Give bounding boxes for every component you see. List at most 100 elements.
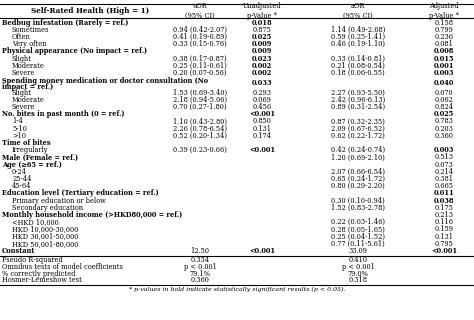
- Text: 0.116: 0.116: [435, 218, 454, 226]
- Text: 0.293: 0.293: [253, 89, 272, 97]
- Text: 0.381: 0.381: [435, 175, 454, 183]
- Text: Severe: Severe: [12, 103, 36, 111]
- Text: 0.25 (0.11-0.61): 0.25 (0.11-0.61): [173, 62, 227, 70]
- Text: 0.070: 0.070: [435, 89, 453, 97]
- Text: 0.011: 0.011: [434, 189, 455, 197]
- Text: Adjusted
p-Value *: Adjusted p-Value *: [429, 2, 459, 20]
- Text: 0.214: 0.214: [435, 168, 454, 176]
- Text: Moderate: Moderate: [12, 96, 45, 104]
- Text: 0.28 (0.05-1.65): 0.28 (0.05-1.65): [331, 225, 385, 233]
- Text: p < 0.001: p < 0.001: [342, 263, 374, 271]
- Text: 0.59 (0.25-1.41): 0.59 (0.25-1.41): [331, 33, 385, 41]
- Text: 0.008: 0.008: [434, 47, 454, 55]
- Text: Secondary education: Secondary education: [12, 204, 83, 212]
- Text: 0.89 (0.31-2.54): 0.89 (0.31-2.54): [331, 103, 385, 111]
- Text: % correctly predicted: % correctly predicted: [2, 269, 75, 277]
- Text: Omnibus tests of model coefficients: Omnibus tests of model coefficients: [2, 263, 123, 271]
- Text: Sometimes: Sometimes: [12, 26, 49, 34]
- Text: 0.038: 0.038: [434, 196, 454, 204]
- Text: 0.33 (0.14-0.81): 0.33 (0.14-0.81): [331, 55, 385, 63]
- Text: 0.081: 0.081: [435, 40, 454, 48]
- Text: Time of bites: Time of bites: [2, 139, 51, 147]
- Text: 1.52 (0.83-2.78): 1.52 (0.83-2.78): [331, 204, 385, 212]
- Text: HKD 10,000-30,000: HKD 10,000-30,000: [12, 225, 78, 233]
- Text: aOR
(95% CI): aOR (95% CI): [343, 2, 373, 20]
- Text: 79.0%: 79.0%: [347, 269, 368, 277]
- Text: Self-Rated Health (High = 1): Self-Rated Health (High = 1): [31, 7, 149, 15]
- Text: 2.09 (0.67-6.52): 2.09 (0.67-6.52): [331, 124, 385, 132]
- Text: Very often: Very often: [12, 40, 46, 48]
- Text: p < 0.001: p < 0.001: [183, 263, 217, 271]
- Text: 0.318: 0.318: [348, 276, 367, 284]
- Text: 0.069: 0.069: [253, 96, 272, 104]
- Text: Often: Often: [12, 33, 31, 41]
- Text: 0.062: 0.062: [435, 96, 454, 104]
- Text: 0.131: 0.131: [435, 233, 454, 241]
- Text: 0.80 (0.29-2.20): 0.80 (0.29-2.20): [331, 182, 385, 190]
- Text: 79.1%: 79.1%: [190, 269, 210, 277]
- Text: 0.33 (0.15-0.76): 0.33 (0.15-0.76): [173, 40, 227, 48]
- Text: 1-4: 1-4: [12, 117, 23, 125]
- Text: No. bites in past month (0 = ref.): No. bites in past month (0 = ref.): [2, 110, 125, 118]
- Text: 0.009: 0.009: [252, 47, 272, 55]
- Text: Bedbug infestation (Rarely = ref.): Bedbug infestation (Rarely = ref.): [2, 19, 128, 27]
- Text: Unadjusted
p-Value *: Unadjusted p-Value *: [243, 2, 281, 20]
- Text: Primary education or below: Primary education or below: [12, 196, 106, 204]
- Text: 0.20 (0.07-0.56): 0.20 (0.07-0.56): [173, 69, 227, 77]
- Text: 0.025: 0.025: [434, 110, 454, 118]
- Text: 0.65 (0.24-1.72): 0.65 (0.24-1.72): [331, 175, 385, 183]
- Text: 0.213: 0.213: [435, 211, 454, 219]
- Text: 0.018: 0.018: [252, 19, 272, 27]
- Text: Severe: Severe: [12, 69, 36, 77]
- Text: 1.53 (0.69-3.40): 1.53 (0.69-3.40): [173, 89, 227, 97]
- Text: 2.42 (0.96-6.13): 2.42 (0.96-6.13): [331, 96, 385, 104]
- Text: <0.001: <0.001: [249, 110, 275, 118]
- Text: Pseudo R-squared: Pseudo R-squared: [2, 256, 63, 264]
- Text: 0.25 (0.04-1.52): 0.25 (0.04-1.52): [331, 233, 385, 241]
- Text: 0.62 (0.22-1.72): 0.62 (0.22-1.72): [331, 132, 385, 140]
- Text: <0.001: <0.001: [431, 247, 457, 255]
- Text: 0.41 (0.19-0.89): 0.41 (0.19-0.89): [173, 33, 227, 41]
- Text: 0.94 (0.42-2.07): 0.94 (0.42-2.07): [173, 26, 227, 34]
- Text: 0.002: 0.002: [252, 62, 272, 70]
- Text: 0.203: 0.203: [435, 124, 454, 132]
- Text: 0-24: 0-24: [12, 168, 27, 176]
- Text: 0.21 (0.08-0.54): 0.21 (0.08-0.54): [331, 62, 385, 70]
- Text: 1.14 (0.49-2.68): 1.14 (0.49-2.68): [331, 26, 385, 34]
- Text: 0.87 (0.32-2.35): 0.87 (0.32-2.35): [331, 117, 385, 125]
- Text: 0.824: 0.824: [435, 103, 454, 111]
- Text: 0.236: 0.236: [435, 33, 454, 41]
- Text: <HKD 10,000: <HKD 10,000: [12, 218, 59, 226]
- Text: 0.003: 0.003: [434, 146, 454, 154]
- Text: 0.18 (0.06-0.55): 0.18 (0.06-0.55): [331, 69, 385, 77]
- Text: 0.665: 0.665: [435, 182, 454, 190]
- Text: Male (Female = ref.): Male (Female = ref.): [2, 153, 78, 161]
- Text: 0.002: 0.002: [252, 69, 272, 77]
- Text: 0.513: 0.513: [435, 153, 454, 161]
- Text: 0.023: 0.023: [252, 55, 272, 63]
- Text: 0.46 (0.19-1.10): 0.46 (0.19-1.10): [331, 40, 385, 48]
- Text: 0.158: 0.158: [435, 19, 454, 27]
- Text: Education level (Tertiary education = ref.): Education level (Tertiary education = re…: [2, 189, 159, 197]
- Text: >10: >10: [12, 132, 26, 140]
- Text: 2.26 (0.78-6.54): 2.26 (0.78-6.54): [173, 124, 227, 132]
- Text: Slight: Slight: [12, 55, 32, 63]
- Text: Monthly household income (>HKD80,000 = ref.): Monthly household income (>HKD80,000 = r…: [2, 211, 182, 219]
- Text: HKD 30,001-50,000: HKD 30,001-50,000: [12, 233, 78, 241]
- Text: 0.39 (0.23-0.66): 0.39 (0.23-0.66): [173, 146, 227, 154]
- Text: 0.360: 0.360: [435, 132, 454, 140]
- Text: Physical appearance (No impact = ref.): Physical appearance (No impact = ref.): [2, 47, 147, 55]
- Text: <0.001: <0.001: [249, 146, 275, 154]
- Text: 0.174: 0.174: [253, 132, 272, 140]
- Text: 0.38 (0.17-0.87): 0.38 (0.17-0.87): [173, 55, 227, 63]
- Text: 2.07 (0.66-6.54): 2.07 (0.66-6.54): [331, 168, 385, 176]
- Text: 5-10: 5-10: [12, 124, 27, 132]
- Text: 0.410: 0.410: [348, 256, 367, 264]
- Text: uOR
(95% CI): uOR (95% CI): [185, 2, 215, 20]
- Text: 0.334: 0.334: [191, 256, 210, 264]
- Text: Moderate: Moderate: [12, 62, 45, 70]
- Text: 0.795: 0.795: [435, 240, 454, 248]
- Text: 0.783: 0.783: [435, 117, 454, 125]
- Text: 0.22 (0.03-1.46): 0.22 (0.03-1.46): [331, 218, 385, 226]
- Text: HKD 50,001-80,000: HKD 50,001-80,000: [12, 240, 78, 248]
